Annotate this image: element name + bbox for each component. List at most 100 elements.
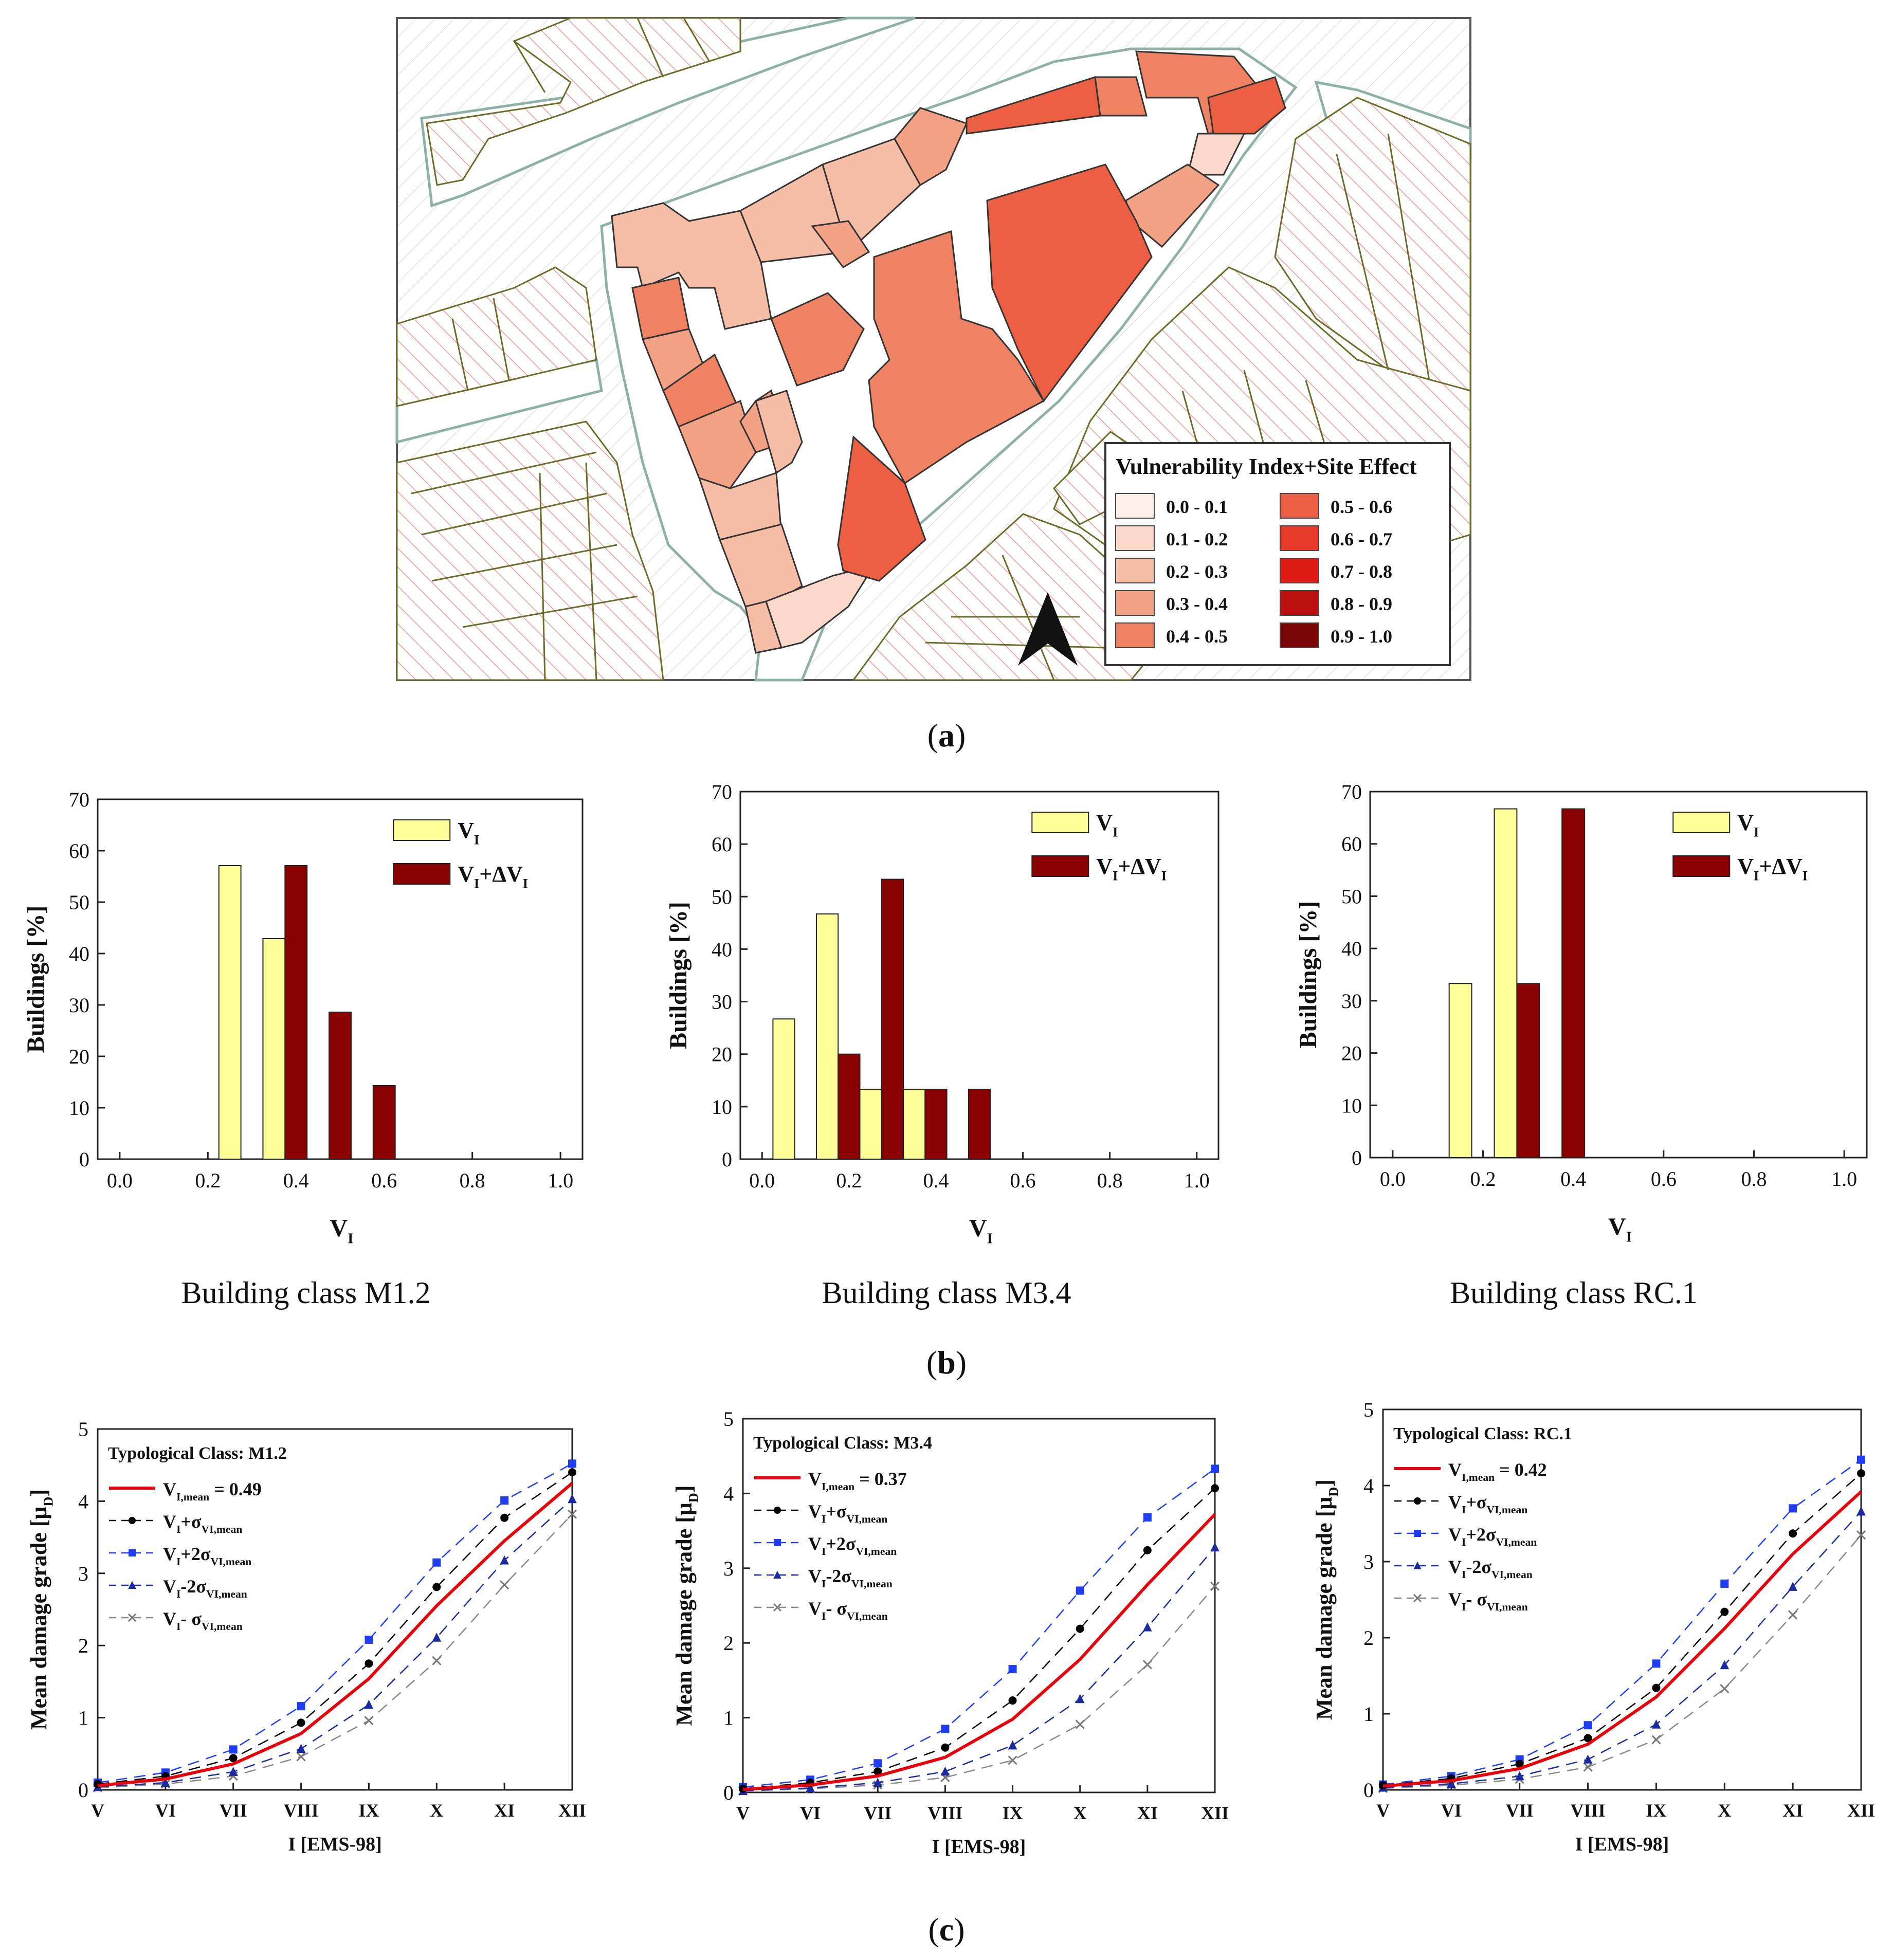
x-tick-label: X [1718, 1800, 1731, 1821]
y-tick-label: 2 [78, 1634, 88, 1657]
point-marker [1143, 1622, 1152, 1632]
y-tick-label: 30 [712, 991, 732, 1014]
point-marker [1583, 1762, 1593, 1772]
point-marker [432, 1633, 442, 1642]
legend-label: 0.9 - 1.0 [1331, 626, 1392, 647]
point-marker [1447, 1779, 1456, 1788]
point-marker [774, 1507, 781, 1514]
point-marker [1720, 1660, 1730, 1670]
y-tick-label: 20 [712, 1043, 732, 1066]
bar-vi-dvi [924, 1089, 948, 1160]
building-class-caption: Building class M1.2 [181, 1276, 430, 1310]
point-marker [1583, 1754, 1593, 1764]
legend-label: VI+ΔVI [458, 862, 528, 891]
x-tick-label: 0.8 [1741, 1167, 1767, 1190]
point-marker [1210, 1581, 1220, 1591]
series-line-minus1 [742, 1585, 1215, 1792]
y-tick-label: 3 [1363, 1550, 1374, 1573]
building-ne-e [1187, 133, 1246, 176]
y-tick-label: 70 [1341, 780, 1362, 803]
x-axis-label: I [EMS-98] [288, 1834, 382, 1855]
point-marker [1651, 1719, 1661, 1729]
map-legend-box [1104, 442, 1451, 666]
y-tick-label: 50 [1341, 885, 1362, 908]
panel-label-b: (b) [926, 1344, 967, 1381]
point-marker [1583, 1734, 1592, 1743]
damage-curve-m34: 0 1 2 3 4 5 V VI VII VIII IX X XI XII Typological Clas… [671, 1407, 1229, 1858]
point-marker [774, 1539, 781, 1546]
point-marker [1076, 1624, 1084, 1633]
point-marker [773, 1603, 782, 1612]
x-tick-label: V [1376, 1800, 1390, 1821]
legend-swatch [1672, 812, 1731, 833]
point-marker [1210, 1542, 1219, 1552]
building-e-large [986, 163, 1153, 402]
point-marker [941, 1725, 950, 1733]
point-marker [365, 1635, 373, 1644]
x-tick-label: 0.8 [1097, 1169, 1123, 1192]
legend-label: VI- σVI,mean [808, 1598, 888, 1622]
map-legend-title: Vulnerability Index+Site Effect [1116, 454, 1417, 479]
bar-vi [262, 938, 286, 1160]
point-marker [1720, 1607, 1729, 1616]
x-tick-label: 0.2 [195, 1169, 221, 1192]
bar-vi-dvi [284, 865, 308, 1160]
y-tick-label: 70 [712, 780, 732, 803]
point-marker [1856, 1530, 1866, 1540]
point-marker [1720, 1579, 1729, 1588]
series-line-minus2 [1382, 1511, 1862, 1788]
point-marker [1075, 1719, 1085, 1729]
legend-label: 0.0 - 0.1 [1166, 497, 1228, 517]
histogram-m34: 0 10 20 30 40 50 60 70 0.0 0.2 0.4 0.6 0.8 1.0 VI VI+ΔV… [665, 780, 1219, 1310]
y-tick-label: 60 [69, 839, 89, 863]
point-marker [228, 1767, 238, 1776]
point-marker [1211, 1484, 1219, 1493]
y-tick-label: 20 [1341, 1042, 1362, 1065]
point-marker [296, 1744, 306, 1753]
legend-swatch [1031, 855, 1089, 877]
legend-label: 0.3 - 0.4 [1166, 594, 1228, 614]
series-line-minus2 [97, 1498, 573, 1788]
legend-swatch [1115, 590, 1155, 616]
legend-swatch [1280, 493, 1319, 519]
building-c-a [770, 292, 865, 387]
panel-label-a: (a) [927, 717, 966, 754]
map-legend: Vulnerability Index+Site Effect 0.0 - 0.… [1104, 442, 1451, 666]
series-line-plus1 [742, 1488, 1215, 1789]
y-tick-label: 4 [723, 1482, 734, 1505]
point-marker [365, 1659, 373, 1668]
y-tick-label: 0 [79, 1148, 89, 1171]
point-marker [1211, 1464, 1219, 1473]
point-marker [1413, 1593, 1422, 1603]
point-marker [1515, 1771, 1524, 1781]
y-tick-label: 20 [69, 1045, 89, 1068]
x-axis-label: VI [1608, 1213, 1632, 1245]
bar-vi [903, 1089, 926, 1160]
point-marker [128, 1613, 137, 1622]
building-w-a [631, 277, 690, 340]
y-tick-label: 4 [1363, 1474, 1374, 1497]
y-tick-label: 5 [78, 1418, 88, 1441]
point-marker [1515, 1760, 1524, 1768]
point-marker [1413, 1561, 1422, 1569]
y-tick-label: 1 [78, 1707, 88, 1730]
y-tick-label: 40 [1341, 937, 1362, 960]
point-marker [229, 1754, 238, 1763]
y-tick-label: 30 [69, 994, 89, 1017]
histogram-rc1: 0 10 20 30 40 50 60 70 0.0 0.2 0.4 0.6 0.8 1.0 VI VI+ΔV… [1295, 780, 1868, 1310]
x-axis-label: VI [330, 1215, 354, 1247]
point-marker [568, 1459, 576, 1468]
point-marker [364, 1699, 374, 1709]
legend-label: VI- σVI,mean [1448, 1589, 1528, 1613]
y-tick-label: 70 [69, 788, 89, 811]
point-marker [128, 1581, 136, 1589]
map-panel: Vulnerability Index+Site Effect 0.0 - 0.… [395, 16, 1472, 682]
legend-label: VI [1096, 810, 1118, 839]
curve-title: Typological Class: RC.1 [1393, 1424, 1572, 1443]
x-tick-label: VIII [284, 1800, 319, 1821]
point-marker [1075, 1694, 1085, 1703]
bar-vi-dvi [1516, 983, 1540, 1158]
y-tick-label: 0 [722, 1148, 732, 1171]
point-marker [1788, 1610, 1798, 1620]
block-w [396, 266, 597, 407]
